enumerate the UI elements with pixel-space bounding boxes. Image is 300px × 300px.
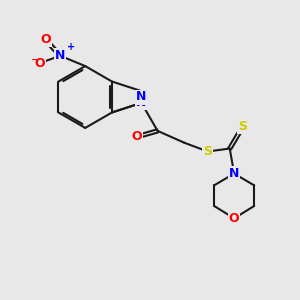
Text: −: −: [31, 55, 41, 65]
Text: N: N: [229, 167, 239, 180]
Text: N: N: [136, 91, 147, 103]
Text: S: S: [238, 120, 247, 133]
Text: O: O: [229, 212, 239, 225]
Text: N: N: [136, 96, 147, 110]
Text: O: O: [132, 130, 142, 143]
Text: N: N: [55, 49, 65, 62]
Text: +: +: [67, 43, 75, 52]
Text: O: O: [40, 33, 51, 46]
Text: S: S: [203, 145, 212, 158]
Text: O: O: [34, 57, 45, 70]
